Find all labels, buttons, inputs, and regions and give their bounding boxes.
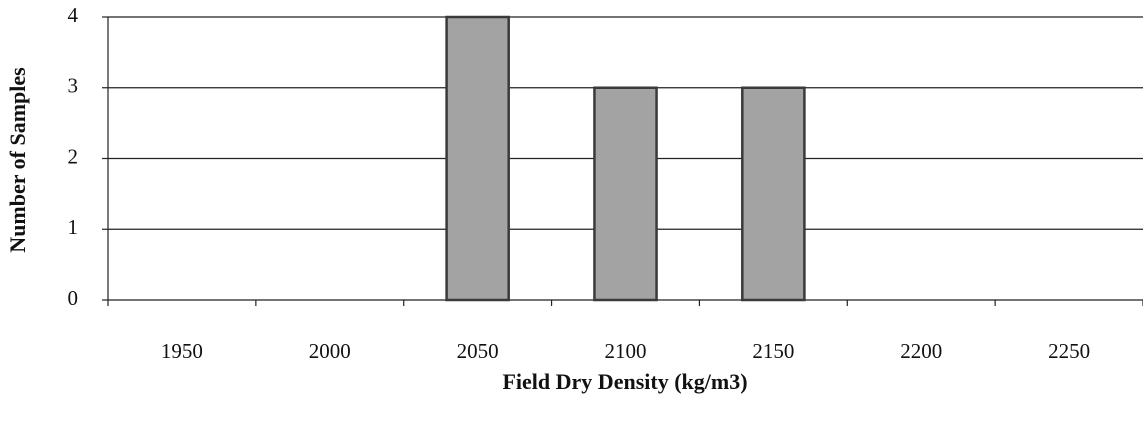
y-tick-label: 3 bbox=[68, 74, 79, 98]
x-axis-title: Field Dry Density (kg/m3) bbox=[502, 369, 747, 394]
y-tick-label: 1 bbox=[68, 215, 79, 239]
y-tick-label: 0 bbox=[68, 286, 79, 310]
bar bbox=[741, 86, 806, 302]
x-tick-label: 2100 bbox=[605, 339, 647, 363]
x-tick-label: 2150 bbox=[752, 339, 794, 363]
bar bbox=[593, 86, 658, 302]
bar bbox=[445, 15, 510, 302]
x-tick-label: 2200 bbox=[900, 339, 942, 363]
x-tick-label: 1950 bbox=[161, 339, 203, 363]
x-tick-label: 2050 bbox=[457, 339, 499, 363]
x-tick-label: 2250 bbox=[1048, 339, 1090, 363]
x-tick-label: 2000 bbox=[309, 339, 351, 363]
y-tick-label: 2 bbox=[68, 144, 79, 168]
y-axis-title: Number of Samples bbox=[5, 67, 30, 253]
y-tick-label: 4 bbox=[68, 3, 79, 27]
